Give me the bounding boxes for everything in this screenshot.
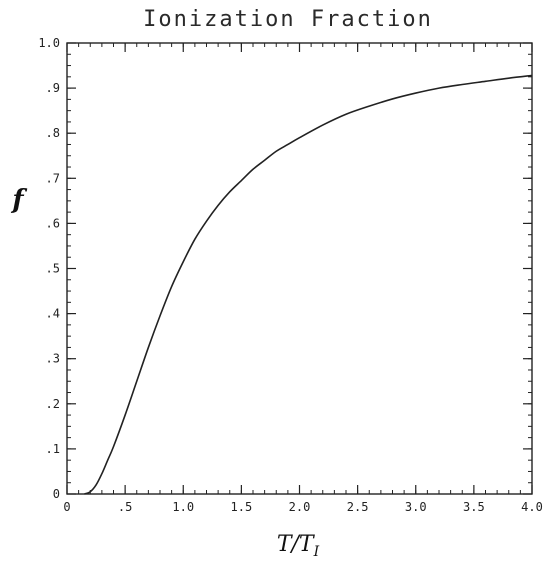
y-tick-label: .1: [46, 442, 60, 456]
x-tick-label: 0: [63, 500, 70, 514]
x-tick-label: 3.5: [463, 500, 485, 514]
x-tick-label: 3.0: [405, 500, 427, 514]
x-tick-label: .5: [118, 500, 132, 514]
x-tick-label: 2.5: [347, 500, 369, 514]
y-tick-label: .9: [46, 81, 60, 95]
y-tick-label: .2: [46, 397, 60, 411]
y-tick-label: .8: [46, 126, 60, 140]
x-tick-label: 2.0: [289, 500, 311, 514]
x-axis-label-main: T/T: [277, 532, 316, 557]
x-axis-label: T/TI: [277, 532, 320, 560]
y-axis-label: f: [10, 185, 27, 215]
y-tick-label: .7: [46, 171, 60, 185]
ionization-fraction-curve: [84, 74, 533, 495]
plot-frame: [66, 42, 533, 495]
x-tick-label: 1.5: [231, 500, 253, 514]
y-tick-label: .5: [46, 262, 60, 276]
y-tick-label: .4: [46, 307, 60, 321]
x-axis-label-subscript: I: [313, 544, 320, 560]
y-tick-label: .6: [46, 216, 60, 230]
y-tick-label: .3: [46, 352, 60, 366]
x-tick-label: 4.0: [521, 500, 543, 514]
y-tick-label: 1.0: [38, 36, 60, 50]
y-tick-label: 0: [53, 487, 60, 501]
plot-area: 0 .5 1.0 1.5 2.0 2.5 3.0 3.5 4.0 0 .1 .2 .3 .4 .5 .6 .7.…: [38, 36, 543, 514]
chart-title: Ionization Fraction: [143, 7, 433, 32]
x-tick-label: 1.0: [172, 500, 194, 514]
